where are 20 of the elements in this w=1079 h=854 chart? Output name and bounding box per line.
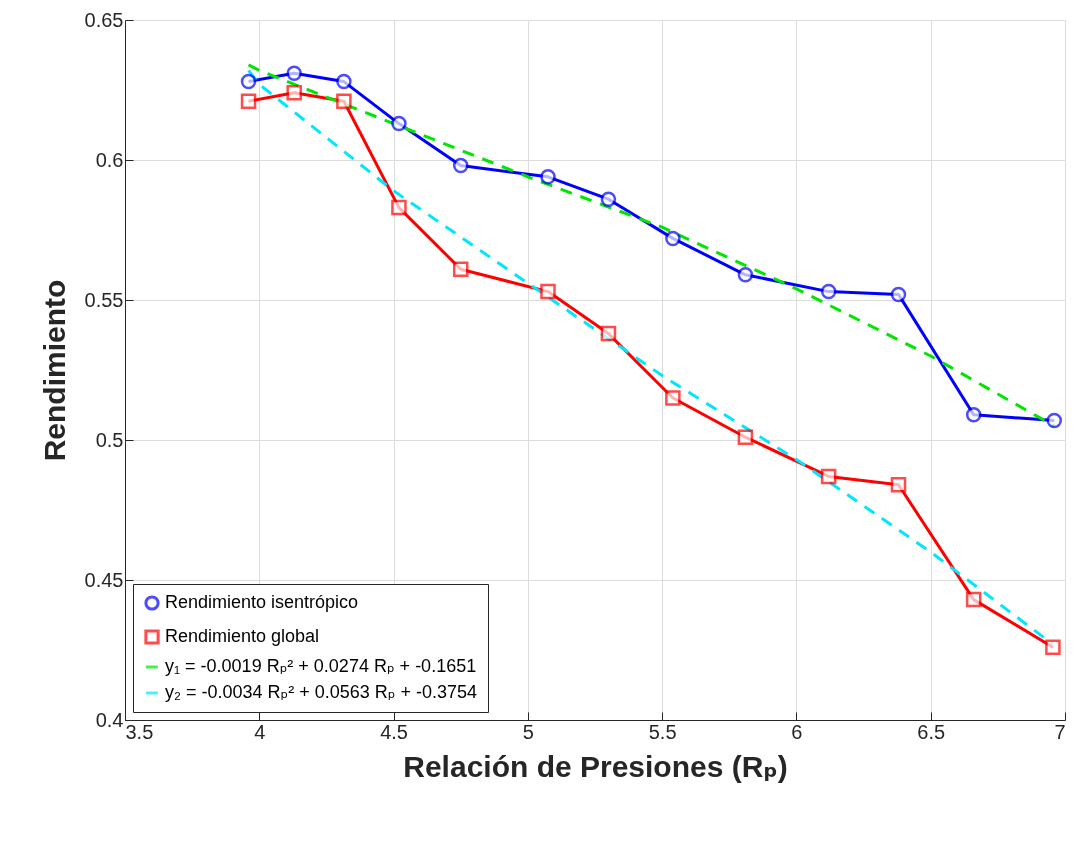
x-tick-label: 6.5 — [917, 720, 946, 743]
x-tick-label: 4 — [254, 720, 266, 743]
x-tick-label: 5 — [522, 720, 534, 743]
legend-label: y₁ = -0.0019 Rₚ² + 0.0274 Rₚ + -0.1651 — [165, 656, 477, 676]
x-tick-label: 3.5 — [125, 720, 154, 743]
legend-label: y₂ = -0.0034 Rₚ² + 0.0563 Rₚ + -0.3754 — [165, 682, 478, 702]
x-tick-label: 4.5 — [380, 720, 408, 743]
x-axis-title: Relación de Presiones (Rₚ) — [403, 749, 788, 783]
y-tick-label: 0.65 — [84, 8, 124, 31]
y-tick-label: 0.55 — [84, 288, 124, 311]
legend-label: Rendimiento global — [165, 626, 320, 646]
x-tick-label: 7 — [1054, 720, 1066, 743]
y-tick-label: 0.6 — [95, 148, 124, 171]
legend-label: Rendimiento isentrópico — [165, 592, 359, 612]
y-axis-title: Rendimiento — [37, 279, 71, 462]
x-tick-label: 5.5 — [648, 720, 677, 743]
x-tick-label: 6 — [791, 720, 803, 743]
y-tick-label: 0.45 — [84, 568, 124, 591]
y-tick-label: 0.4 — [95, 708, 124, 731]
y-tick-label: 0.5 — [95, 428, 124, 451]
